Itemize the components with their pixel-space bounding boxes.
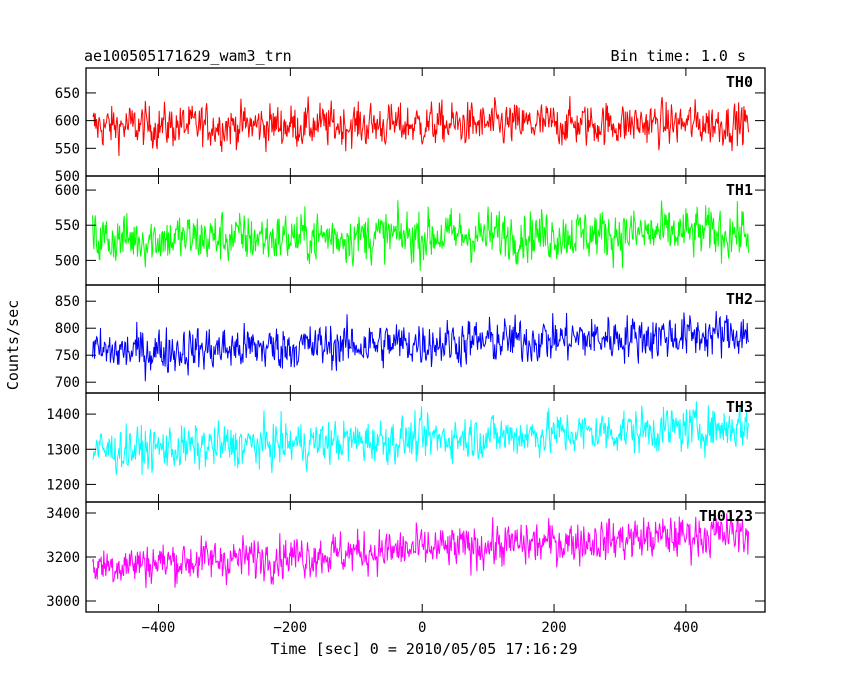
y-tick-label: 700 — [55, 375, 80, 391]
series-line-th0123 — [92, 512, 750, 589]
y-tick-label: 500 — [55, 169, 80, 185]
panels-group: 500 550 600 650 TH0 500 550 600 TH1 700 750 800 850 T… — [46, 67, 766, 613]
y-tick-label: 1200 — [46, 477, 80, 493]
y-tick-label: 3000 — [46, 594, 80, 610]
x-tick-label: 400 — [673, 620, 698, 636]
panel-th0: 500 550 600 650 TH0 — [55, 67, 766, 185]
x-axis-label: Time [sec] 0 = 2010/05/05 17:16:29 — [270, 640, 577, 658]
y-tick-label: 550 — [55, 141, 80, 157]
y-tick-label: 500 — [55, 253, 80, 269]
panel-th0123: 3000 3200 3400 TH0123 — [46, 501, 766, 613]
y-tick-label: 1400 — [46, 407, 80, 423]
y-tick-label: 3200 — [46, 550, 80, 566]
y-axis-label: Counts/sec — [4, 300, 22, 390]
series-label-th0123: TH0123 — [699, 507, 753, 525]
y-tick-label: 550 — [55, 218, 80, 234]
series-label-th3: TH3 — [726, 398, 753, 416]
bin-time-label: Bin time: 1.0 s — [611, 47, 746, 65]
series-line-th3 — [92, 401, 750, 475]
y-tick-label: 600 — [55, 114, 80, 130]
y-tick-label: 3400 — [46, 506, 80, 522]
panel-th2: 700 750 800 850 TH2 — [55, 284, 766, 394]
panel-th3: 1200 1300 1400 TH3 — [46, 392, 766, 503]
series-label-th2: TH2 — [726, 290, 753, 308]
series-label-th1: TH1 — [726, 181, 753, 199]
panel-frame — [85, 284, 766, 394]
y-tick-label: 850 — [55, 294, 80, 310]
series-label-th0: TH0 — [726, 73, 753, 91]
x-tick-label: −200 — [273, 620, 307, 636]
y-tick-label: 650 — [55, 86, 80, 102]
y-tick-label: 600 — [55, 183, 80, 199]
y-tick-label: 1300 — [46, 442, 80, 458]
series-line-th1 — [92, 200, 750, 271]
series-line-th0 — [92, 96, 750, 156]
x-axis: −400 −200 0 200 400 — [142, 620, 699, 636]
x-tick-label: 0 — [418, 620, 426, 636]
x-tick-label: 200 — [541, 620, 566, 636]
series-line-th2 — [92, 311, 750, 382]
y-tick-label: 800 — [55, 321, 80, 337]
figure-title: ae100505171629_wam3_trn — [84, 47, 292, 65]
x-tick-label: −400 — [142, 620, 176, 636]
y-tick-label: 750 — [55, 348, 80, 364]
panel-th1: 500 550 600 TH1 — [55, 175, 766, 286]
